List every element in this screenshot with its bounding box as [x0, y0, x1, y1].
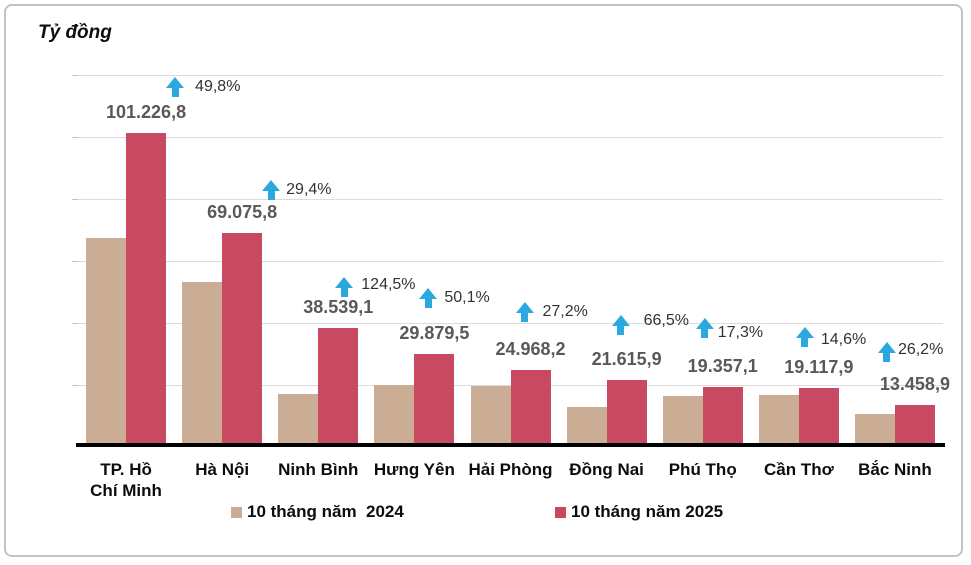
x-axis-label: Hải Phòng [468, 460, 553, 479]
growth-up-arrow-icon [877, 342, 896, 362]
chart-unit-label: Tỷ đồng [38, 22, 112, 43]
bar-2024 [662, 395, 703, 447]
legend-label: 10 tháng năm 2025 [571, 502, 724, 521]
chart-frame [4, 4, 963, 557]
growth-up-arrow-icon [262, 180, 281, 200]
value-label-2025: 38.539,1 [303, 296, 374, 317]
value-label-2025: 19.357,1 [687, 355, 758, 376]
growth-percent-label: 124,5% [361, 276, 416, 293]
bar-2024 [86, 237, 127, 447]
growth-up-arrow-icon [335, 277, 354, 297]
growth-percent-label: 29,4% [286, 181, 332, 198]
x-axis-label: Đồng Nai [569, 460, 644, 479]
bar-2024 [182, 281, 223, 447]
value-label-2025: 21.615,9 [591, 348, 662, 369]
bar-2025 [606, 379, 647, 447]
gridline [78, 323, 943, 324]
bar-2025 [702, 386, 743, 447]
bar-2025 [894, 405, 935, 447]
growth-percent-label: 14,6% [820, 331, 867, 348]
value-label-2025: 24.968,2 [495, 338, 566, 359]
bar-2025 [798, 387, 839, 447]
bar-2025 [318, 327, 359, 447]
bar-2024 [566, 406, 607, 447]
bar-2024 [854, 413, 895, 447]
bar-2024 [278, 393, 319, 447]
x-axis-label: Bắc Ninh [858, 460, 932, 479]
x-axis-line [76, 443, 945, 447]
value-label-2025: 13.458,9 [879, 374, 950, 395]
bar-2025 [414, 354, 455, 447]
gridline [78, 75, 943, 76]
value-label-2025: 101.226,8 [106, 102, 187, 123]
bar-2025 [126, 133, 167, 447]
x-axis-label: Cần Thơ [763, 460, 834, 479]
y-axis-tick [72, 261, 78, 262]
growth-percent-label: 50,1% [444, 289, 490, 306]
growth-up-arrow-icon [695, 318, 714, 338]
growth-up-arrow-icon [611, 315, 630, 335]
growth-percent-label: 66,5% [643, 312, 689, 329]
legend-item: 10 tháng năm 2024 [231, 502, 404, 521]
bar-2024 [470, 386, 511, 447]
growth-up-arrow-icon [419, 288, 438, 308]
growth-up-arrow-icon [515, 302, 534, 322]
x-axis-label: Ninh Bình [278, 460, 359, 479]
gridline [78, 261, 943, 262]
x-axis-label: Hà Nội [195, 460, 250, 479]
bar-2025 [222, 232, 263, 447]
x-axis-label: Hưng Yên [373, 460, 455, 479]
legend-swatch [555, 506, 566, 518]
y-axis-tick [72, 385, 78, 386]
value-label-2025: 69.075,8 [207, 201, 278, 222]
gridline [78, 137, 943, 138]
value-label-2025: 29.879,5 [399, 323, 470, 344]
y-axis-tick [72, 137, 78, 138]
growth-percent-label: 17,3% [717, 324, 764, 341]
bar-2024 [758, 395, 799, 447]
legend-item: 10 tháng năm 2025 [555, 502, 723, 521]
x-axis-label: Phú Thọ [668, 460, 737, 479]
legend-swatch [231, 506, 242, 518]
growth-up-arrow-icon [795, 327, 814, 347]
growth-percent-label: 27,2% [542, 303, 588, 320]
legend-label: 10 tháng năm 2024 [247, 502, 404, 521]
y-axis-tick [72, 323, 78, 324]
gridline [78, 199, 943, 200]
y-axis-tick [72, 199, 78, 200]
growth-percent-label: 26,2% [897, 341, 944, 358]
bar-2025 [510, 369, 551, 447]
value-label-2025: 19.117,9 [784, 356, 854, 377]
growth-percent-label: 49,8% [195, 78, 241, 95]
y-axis-tick [72, 75, 78, 76]
bar-2024 [374, 385, 415, 447]
growth-up-arrow-icon [166, 77, 185, 97]
x-axis-label: TP. Hồ Chí Minh [90, 460, 162, 500]
